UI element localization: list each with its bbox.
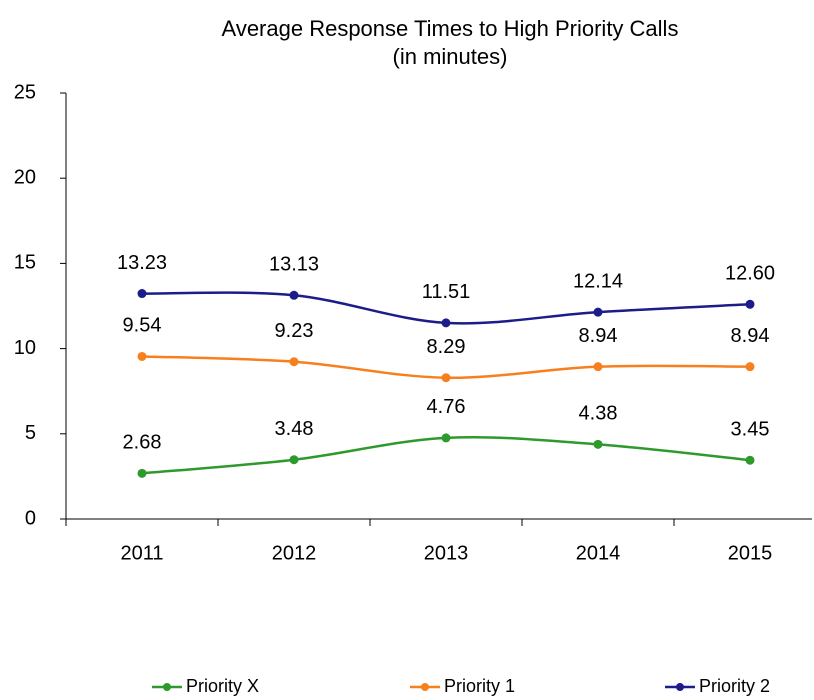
data-point (137, 351, 147, 361)
data-label: 12.60 (725, 263, 775, 285)
data-point (745, 362, 755, 372)
x-tick-label: 2011 (120, 542, 163, 564)
y-tick-label: 5 (25, 422, 36, 444)
data-label: 3.48 (275, 418, 314, 440)
data-point (441, 318, 451, 328)
data-point (441, 433, 451, 443)
data-point (441, 373, 451, 383)
chart-subtitle: (in minutes) (393, 44, 508, 69)
data-label: 4.38 (579, 403, 618, 425)
data-point (289, 290, 299, 300)
x-tick-label: 2013 (424, 542, 469, 564)
data-point (745, 299, 755, 309)
x-tick-label: 2012 (272, 542, 317, 564)
x-tick-label: 2015 (728, 542, 773, 564)
data-label: 12.14 (573, 270, 623, 292)
legend-label: Priority 1 (444, 676, 515, 696)
chart-title: Average Response Times to High Priority … (222, 16, 679, 41)
data-label: 9.54 (123, 315, 162, 337)
legend-marker (676, 683, 684, 691)
data-point (593, 439, 603, 449)
data-label: 8.29 (427, 336, 466, 358)
data-point (593, 307, 603, 317)
data-point (137, 289, 147, 299)
y-tick-label: 10 (14, 337, 36, 359)
data-point (289, 357, 299, 367)
data-point (289, 455, 299, 465)
legend-label: Priority 2 (699, 676, 770, 696)
x-tick-label: 2014 (576, 542, 621, 564)
y-tick-label: 25 (14, 81, 36, 103)
data-point (593, 362, 603, 372)
data-label: 4.76 (427, 396, 466, 418)
legend-marker (163, 683, 171, 691)
data-label: 13.13 (269, 254, 319, 276)
data-label: 8.94 (579, 325, 618, 347)
data-label: 2.68 (123, 432, 162, 454)
legend-marker (421, 683, 429, 691)
y-tick-label: 0 (25, 507, 36, 529)
data-label: 13.23 (117, 252, 167, 274)
data-label: 11.51 (422, 281, 471, 303)
data-label: 9.23 (275, 320, 314, 342)
data-point (745, 455, 755, 465)
legend-label: Priority X (186, 676, 259, 696)
y-tick-label: 20 (14, 166, 36, 188)
y-tick-label: 15 (14, 252, 36, 274)
data-point (137, 468, 147, 478)
data-label: 8.94 (731, 325, 770, 347)
series-line (141, 435, 751, 475)
data-label: 3.45 (731, 418, 770, 440)
